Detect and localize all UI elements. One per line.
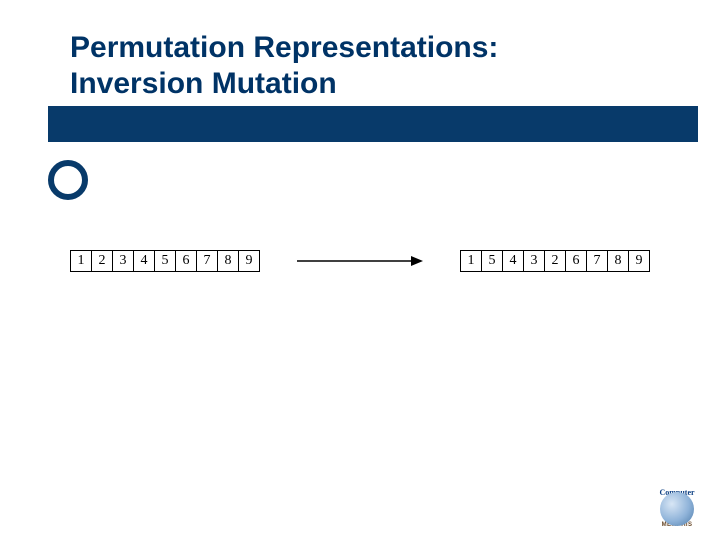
- institution-logo: Computer MEMPHIS: [646, 490, 708, 530]
- arrow-icon: [290, 251, 430, 271]
- left-cell: 3: [113, 251, 134, 271]
- left-cell: 1: [71, 251, 92, 271]
- globe-icon: [660, 492, 694, 526]
- left-cell: 8: [218, 251, 239, 271]
- title-line-1: Permutation Representations:: [70, 30, 498, 66]
- left-cell: 4: [134, 251, 155, 271]
- left-cell: 7: [197, 251, 218, 271]
- right-cell: 7: [587, 251, 608, 271]
- right-cell: 6: [566, 251, 587, 271]
- slide-title: Permutation Representations: Inversion M…: [70, 30, 498, 102]
- right-cell: 3: [524, 251, 545, 271]
- right-cell: 9: [629, 251, 650, 271]
- right-cell: 8: [608, 251, 629, 271]
- left-cell: 2: [92, 251, 113, 271]
- mutation-diagram: 1 2 3 4 5 6 7 8 9 1 5 4 3 2 6 7 8 9: [70, 250, 650, 272]
- bullet-icon: [48, 160, 88, 200]
- left-cell: 6: [176, 251, 197, 271]
- left-cell: 9: [239, 251, 260, 271]
- right-cell: 4: [503, 251, 524, 271]
- slide: Permutation Representations: Inversion M…: [0, 0, 720, 540]
- header-bar: [48, 106, 698, 142]
- title-line-2: Inversion Mutation: [70, 66, 498, 102]
- left-cell: 5: [155, 251, 176, 271]
- right-sequence: 1 5 4 3 2 6 7 8 9: [460, 250, 650, 272]
- right-cell: 1: [461, 251, 482, 271]
- left-sequence: 1 2 3 4 5 6 7 8 9: [70, 250, 260, 272]
- right-cell: 2: [545, 251, 566, 271]
- right-cell: 5: [482, 251, 503, 271]
